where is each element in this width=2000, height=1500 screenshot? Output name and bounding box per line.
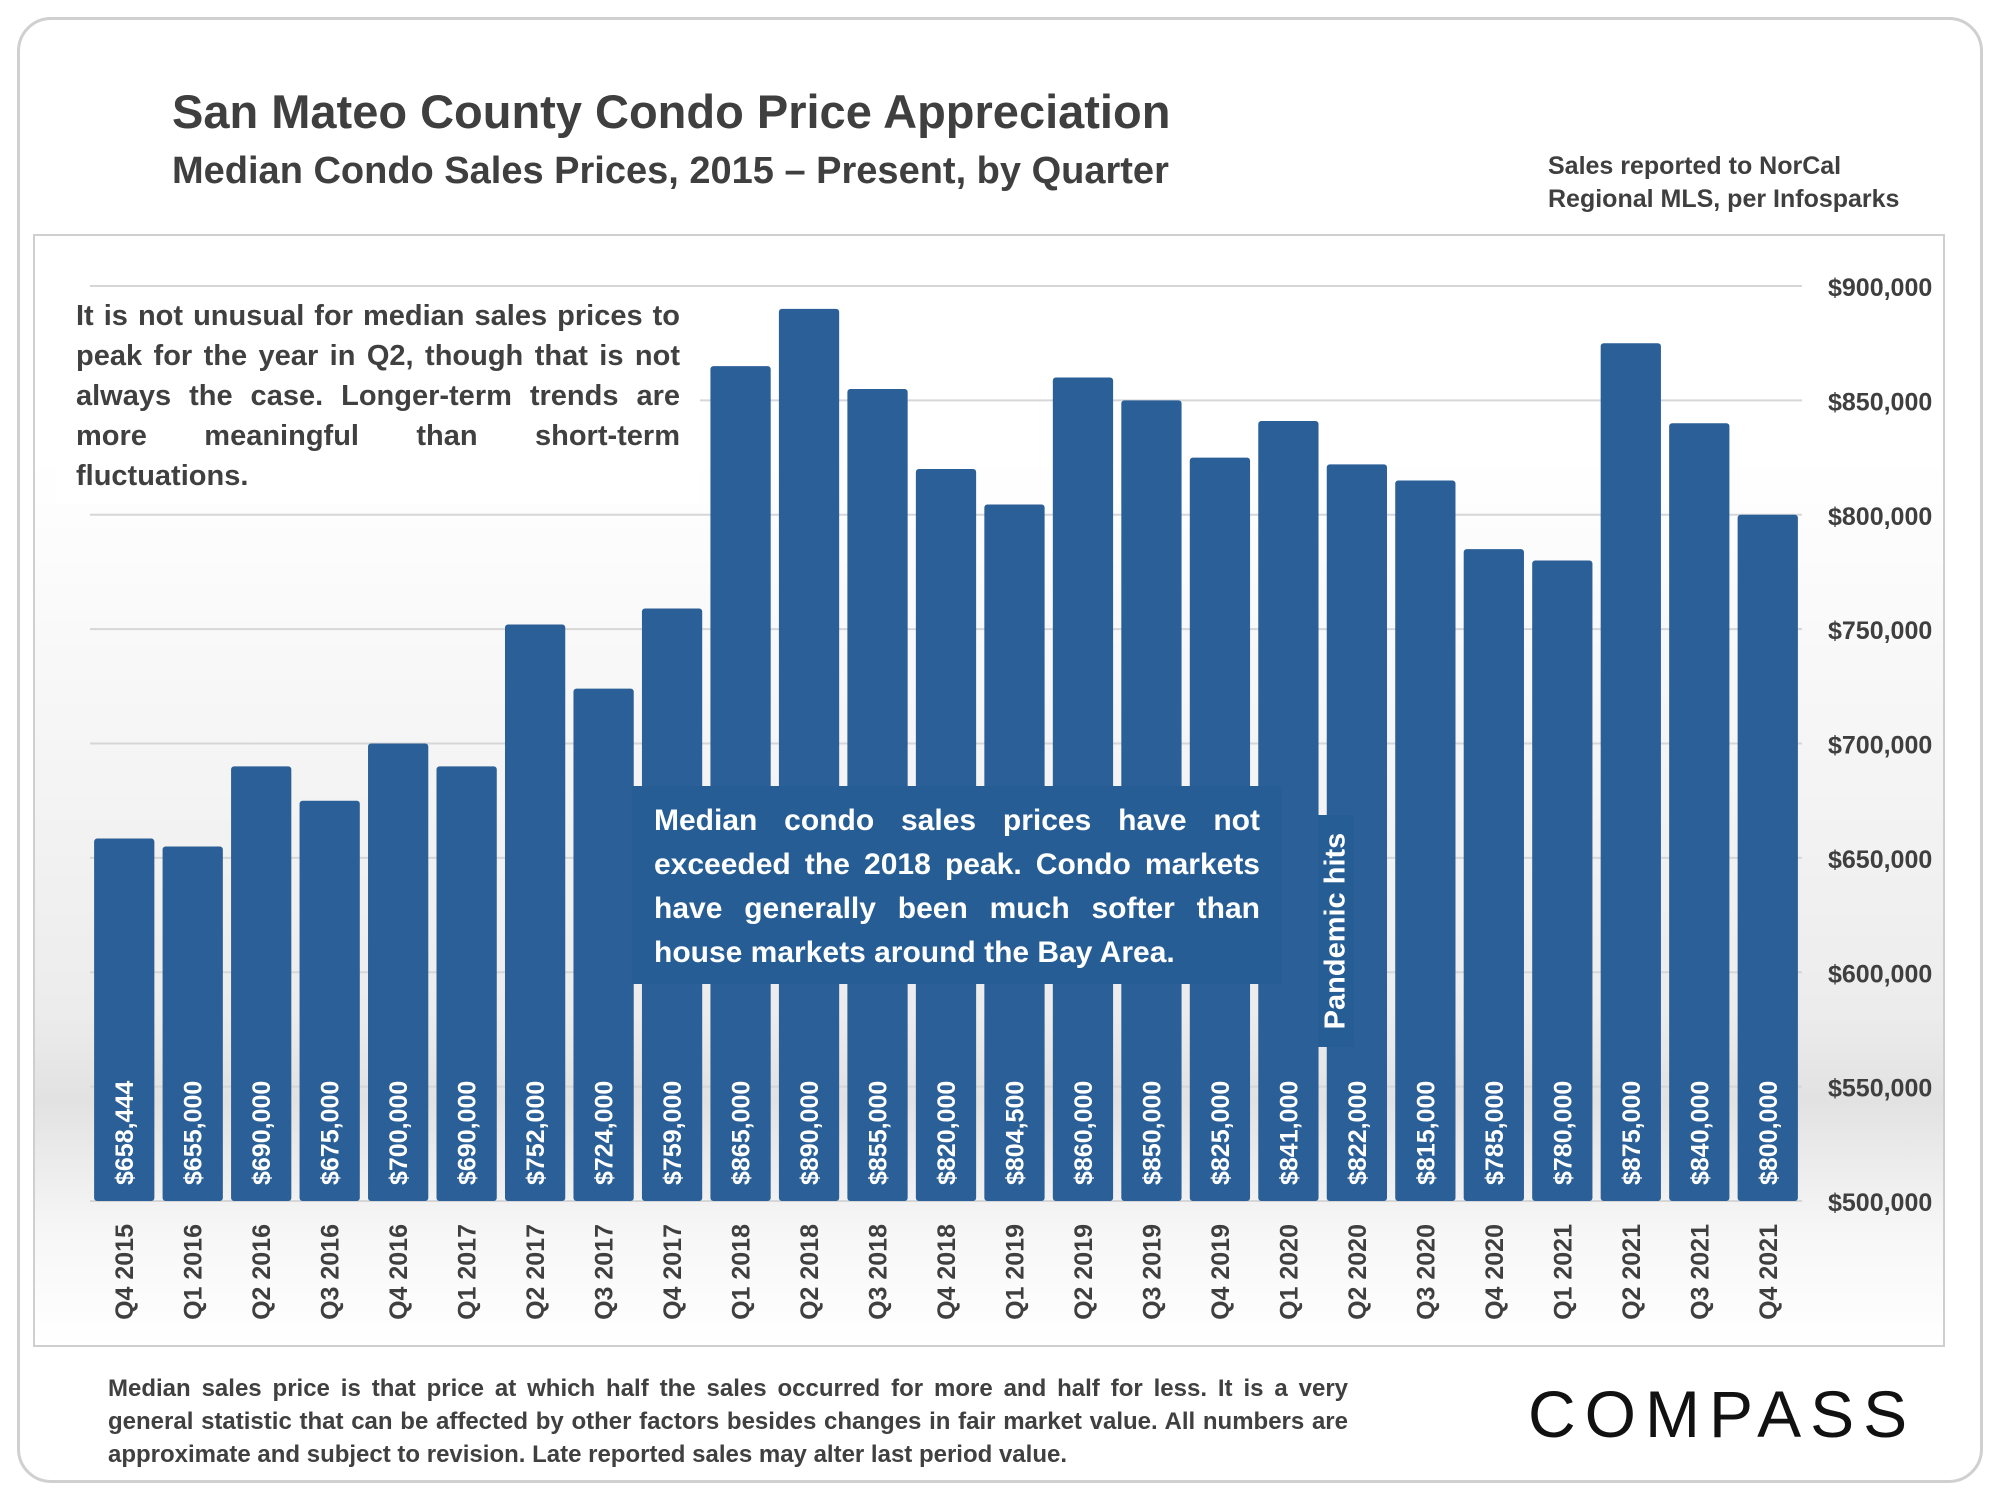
bar-value-label: $875,000 <box>1618 1081 1646 1185</box>
x-tick-label: Q4 2016 <box>385 1224 413 1320</box>
y-axis-ticks: $500,000 $550,000 $600,000 $650,000 $700,000… <box>1828 274 1932 1217</box>
y-tick-label: $700,000 <box>1828 732 1932 760</box>
compass-logo: COMPASS <box>1528 1377 1917 1451</box>
bar-value-label: $800,000 <box>1755 1081 1783 1185</box>
bar <box>1258 420 1319 1201</box>
bar <box>436 766 497 1201</box>
y-tick-label: $750,000 <box>1828 617 1932 645</box>
x-tick-label: Q2 2017 <box>522 1224 550 1320</box>
bar-value-label: $658,444 <box>111 1081 139 1185</box>
bar-value-label: $759,000 <box>659 1081 687 1185</box>
y-tick-label: $850,000 <box>1828 388 1932 416</box>
bar-value-label: $815,000 <box>1412 1081 1440 1185</box>
bar <box>1600 343 1661 1201</box>
bar-value-label: $804,500 <box>1001 1081 1029 1185</box>
x-tick-label: Q1 2017 <box>454 1224 482 1320</box>
bar <box>504 624 566 1201</box>
chart-title: San Mateo County Condo Price Appreciatio… <box>172 85 1171 138</box>
x-tick-label: Q3 2021 <box>1686 1224 1714 1320</box>
bar-value-label: $822,000 <box>1344 1081 1372 1185</box>
footnote: Median sales price is that price at whic… <box>108 1375 1348 1468</box>
bar-value-label: $780,000 <box>1549 1081 1577 1185</box>
x-tick-label: Q3 2020 <box>1412 1224 1440 1320</box>
bar <box>1463 549 1524 1201</box>
y-tick-label: $800,000 <box>1828 503 1932 531</box>
bar-value-label: $655,000 <box>180 1081 208 1185</box>
x-tick-label: Q1 2018 <box>728 1224 756 1320</box>
y-tick-label: $650,000 <box>1828 846 1932 874</box>
x-tick-label: Q1 2020 <box>1275 1224 1303 1320</box>
x-tick-label: Q3 2019 <box>1138 1224 1166 1320</box>
bar-value-label: $675,000 <box>317 1081 345 1185</box>
x-tick-label: Q4 2021 <box>1755 1224 1783 1320</box>
x-tick-label: Q2 2020 <box>1344 1224 1372 1320</box>
bar-value-label: $825,000 <box>1207 1081 1235 1185</box>
x-tick-label: Q2 2019 <box>1070 1224 1098 1320</box>
bar-value-label: $724,000 <box>591 1081 619 1185</box>
x-tick-label: Q1 2019 <box>1001 1224 1029 1320</box>
x-tick-label: Q3 2018 <box>865 1224 893 1320</box>
annotation-pandemic: Pandemic hits <box>1318 815 1354 1047</box>
bar-value-label: $865,000 <box>728 1081 756 1185</box>
bar <box>1669 423 1730 1201</box>
x-tick-label: Q2 2021 <box>1618 1224 1646 1320</box>
annotation-q2-peak: It is not unusual for median sales price… <box>56 290 700 504</box>
bar-value-label: $690,000 <box>454 1081 482 1185</box>
x-tick-label: Q4 2015 <box>111 1224 139 1320</box>
y-tick-label: $500,000 <box>1828 1189 1932 1217</box>
bar <box>573 688 634 1201</box>
bar <box>710 366 771 1201</box>
bar <box>94 838 155 1201</box>
pandemic-label: Pandemic hits <box>1319 832 1352 1030</box>
bar-value-label: $752,000 <box>522 1081 550 1185</box>
bar-value-label: $690,000 <box>248 1081 276 1185</box>
x-tick-label: Q4 2017 <box>659 1224 687 1320</box>
bar <box>162 846 223 1201</box>
bar <box>1737 514 1798 1201</box>
x-tick-label: Q2 2016 <box>248 1224 276 1320</box>
bar <box>1532 560 1593 1201</box>
x-tick-label: Q4 2019 <box>1207 1224 1235 1320</box>
bar-value-label: $820,000 <box>933 1081 961 1185</box>
bar <box>299 800 360 1201</box>
source-note: Sales reported to NorCal Regional MLS, p… <box>1548 152 1900 213</box>
bars: $658,444 $655,000 $690,000 $675,000 $700,000… <box>94 308 1798 1201</box>
x-tick-label: Q1 2021 <box>1549 1224 1577 1320</box>
chart-subtitle: Median Condo Sales Prices, 2015 – Presen… <box>172 150 1169 192</box>
bar <box>778 308 840 1201</box>
bar-value-label: $850,000 <box>1138 1081 1166 1185</box>
bar-value-label: $855,000 <box>865 1081 893 1185</box>
annotation-2018-peak: Median condo sales prices have not excee… <box>632 786 1282 984</box>
bar <box>368 743 429 1201</box>
y-tick-label: $900,000 <box>1828 274 1932 302</box>
y-tick-label: $600,000 <box>1828 960 1932 988</box>
y-tick-label: $550,000 <box>1828 1075 1932 1103</box>
bar-value-label: $840,000 <box>1686 1081 1714 1185</box>
bar-value-label: $890,000 <box>796 1081 824 1185</box>
bar <box>1395 480 1456 1201</box>
x-tick-label: Q3 2017 <box>591 1224 619 1320</box>
bar-value-label: $700,000 <box>385 1081 413 1185</box>
x-tick-label: Q4 2018 <box>933 1224 961 1320</box>
bar-value-label: $860,000 <box>1070 1081 1098 1185</box>
bar-value-label: $785,000 <box>1481 1081 1509 1185</box>
x-tick-label: Q3 2016 <box>317 1224 345 1320</box>
bar-value-label: $841,000 <box>1275 1081 1303 1185</box>
x-tick-label: Q4 2020 <box>1481 1224 1509 1320</box>
x-axis-ticks: Q4 2015 Q1 2016 Q2 2016 Q3 2016 Q4 2016 Q1 20… <box>111 1224 1783 1320</box>
x-tick-label: Q2 2018 <box>796 1224 824 1320</box>
x-tick-label: Q1 2016 <box>180 1224 208 1320</box>
bar <box>231 766 292 1201</box>
